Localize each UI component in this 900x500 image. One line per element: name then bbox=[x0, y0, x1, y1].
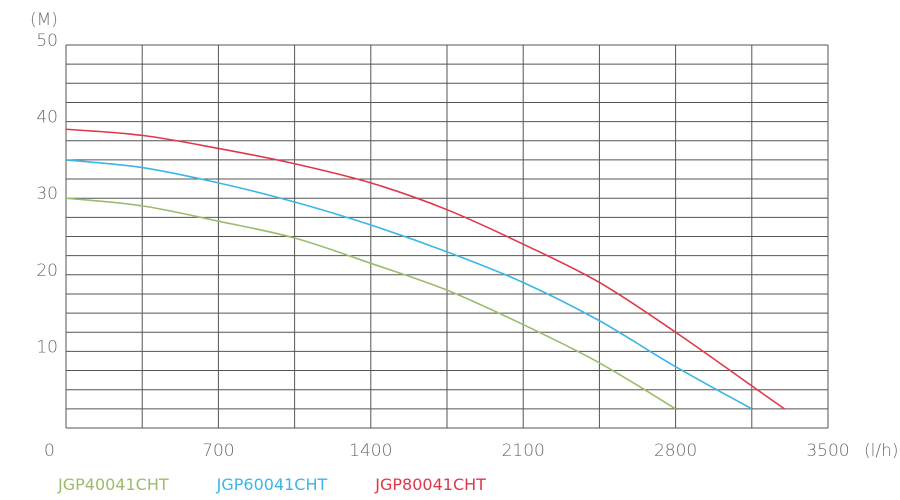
y-tick-label: 30 bbox=[36, 184, 58, 204]
legend-item-jgp40041cht: JGP40041CHT bbox=[58, 475, 169, 494]
y-tick-label: 10 bbox=[36, 337, 58, 357]
series-line-jgp60041cht bbox=[65, 159, 753, 410]
y-tick-label: 50 bbox=[36, 31, 58, 51]
series-line-jgp40041cht bbox=[65, 197, 677, 410]
series-line-jgp80041cht bbox=[65, 128, 785, 410]
x-axis-label: (l/h) bbox=[864, 441, 899, 461]
x-tick-label: 0 bbox=[44, 441, 55, 461]
x-tick-label: 2800 bbox=[654, 441, 697, 461]
series bbox=[65, 128, 785, 410]
grid bbox=[65, 44, 829, 429]
axis-ticks: 10 20 30 40 50 0 700 1400 2100 2800 3500 bbox=[36, 31, 849, 461]
y-tick-label: 40 bbox=[36, 108, 58, 128]
x-tick-label: 700 bbox=[202, 441, 234, 461]
y-axis-label: (M) bbox=[30, 10, 58, 30]
legend: JGP40041CHT JGP60041CHT JGP80041CHT bbox=[58, 475, 486, 494]
x-tick-label: 3500 bbox=[806, 441, 849, 461]
legend-item-jgp60041cht: JGP60041CHT bbox=[216, 475, 328, 494]
legend-item-jgp80041cht: JGP80041CHT bbox=[375, 475, 486, 494]
y-tick-label: 20 bbox=[36, 261, 58, 281]
x-tick-label: 2100 bbox=[502, 441, 545, 461]
x-tick-label: 1400 bbox=[349, 441, 392, 461]
